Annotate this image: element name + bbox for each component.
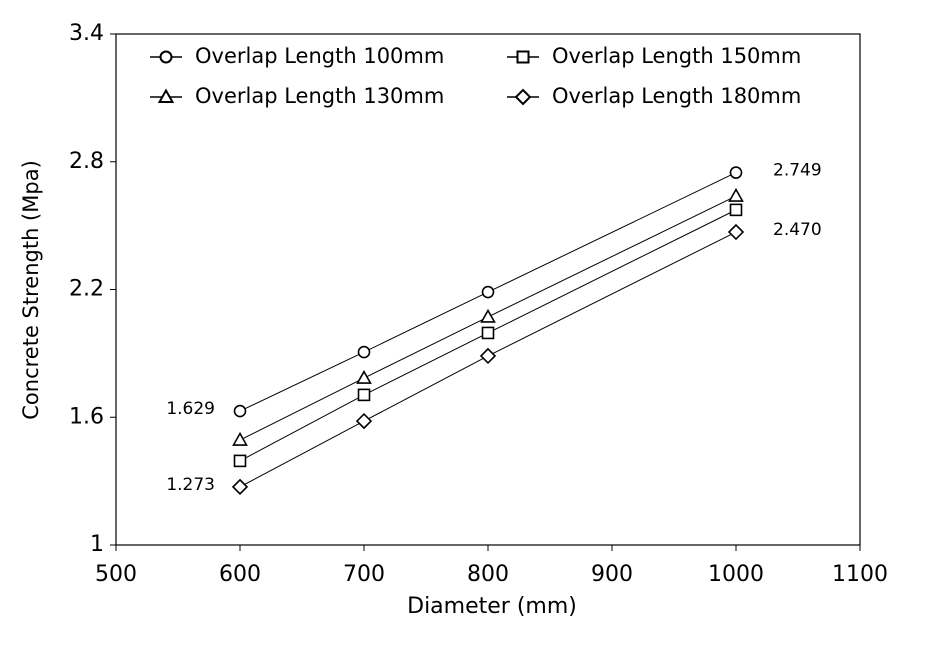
series-line: [239, 172, 737, 412]
marker: [729, 203, 743, 217]
x-tick-label: 700: [343, 562, 385, 587]
marker: [479, 347, 497, 365]
series-line: [239, 209, 737, 462]
y-tick-label: 2.2: [69, 277, 104, 302]
marker: [727, 223, 745, 241]
x-axis-label: Diameter (mm): [407, 594, 577, 619]
series-line: [239, 231, 737, 488]
marker: [357, 345, 371, 359]
value-label: 2.470: [773, 220, 822, 240]
marker: [233, 404, 247, 418]
legend-label: Overlap Length 180mm: [552, 84, 801, 108]
series-line: [239, 195, 737, 441]
marker: [355, 412, 373, 430]
legend-label: Overlap Length 150mm: [552, 44, 801, 68]
marker: [481, 326, 495, 340]
x-tick-label: 800: [467, 562, 509, 587]
marker: [233, 454, 247, 468]
legend-label: Overlap Length 130mm: [195, 84, 444, 108]
marker: [356, 369, 372, 384]
x-tick-label: 500: [95, 562, 137, 587]
marker: [516, 50, 530, 64]
marker: [159, 50, 173, 64]
value-label: 1.273: [166, 475, 215, 495]
y-axis-label: Concrete Strength (Mpa): [19, 160, 43, 420]
marker: [481, 285, 495, 299]
legend-label: Overlap Length 100mm: [195, 44, 444, 68]
y-tick-label: 3.4: [69, 21, 104, 46]
x-tick-label: 600: [219, 562, 261, 587]
marker: [232, 431, 248, 446]
y-tick-label: 1.6: [69, 404, 104, 429]
marker: [729, 166, 743, 179]
marker: [514, 88, 532, 106]
x-tick-label: 1000: [708, 562, 764, 587]
marker: [728, 187, 744, 202]
marker: [231, 478, 249, 496]
marker: [357, 388, 371, 402]
x-tick-label: 1100: [832, 562, 888, 587]
x-tick-label: 900: [591, 562, 633, 587]
marker: [480, 308, 496, 323]
y-tick-label: 1: [90, 532, 104, 557]
value-label: 2.749: [773, 161, 822, 181]
value-label: 1.629: [166, 399, 215, 419]
y-tick-label: 2.8: [69, 149, 104, 174]
marker: [157, 88, 175, 103]
